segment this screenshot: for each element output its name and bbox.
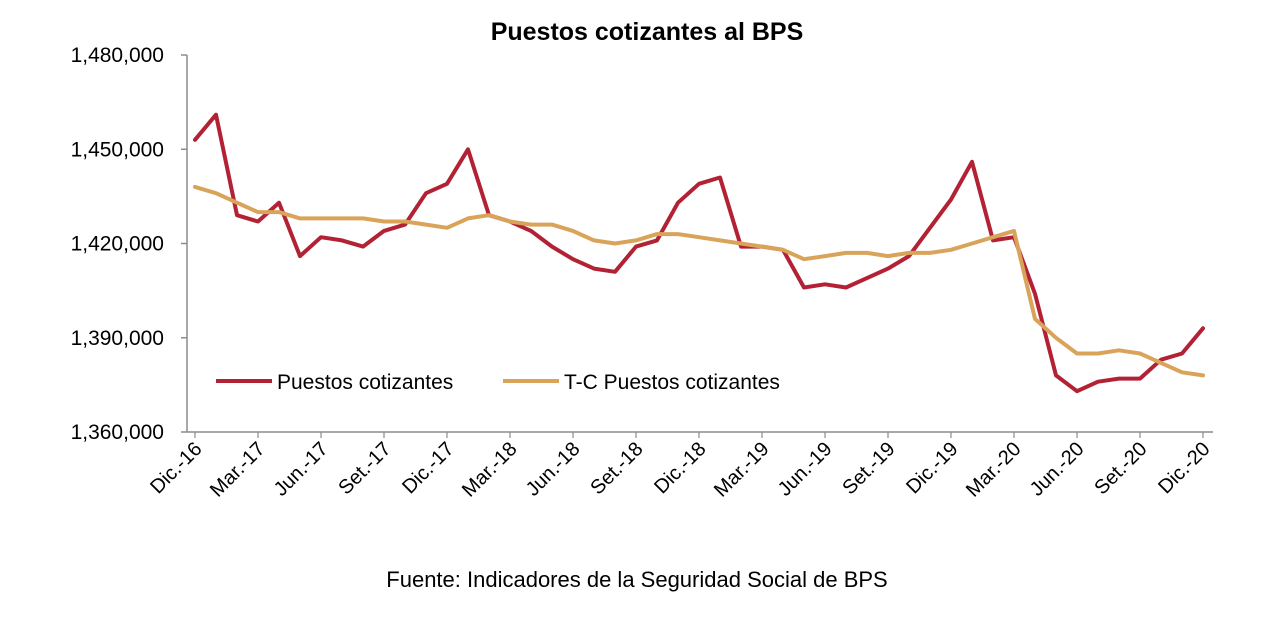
y-tick-label: 1,420,000 — [71, 233, 164, 256]
x-tick-label: Dic.-20 — [1154, 438, 1214, 498]
y-tick-label: 1,360,000 — [71, 421, 164, 444]
x-tick-label: Set.-20 — [1090, 438, 1151, 499]
x-tick-label: Dic.-18 — [650, 438, 710, 498]
x-tick-label: Dic.-19 — [902, 438, 962, 498]
x-tick-label: Set.-17 — [334, 438, 395, 499]
chart-title: Puestos cotizantes al BPS — [491, 18, 804, 46]
x-tick-label: Jun.-20 — [1026, 438, 1089, 501]
x-axis-ticks: Dic.-16 Mar.-17 Jun.-17 Set.-17 Dic.-17 Mar.-… — [146, 432, 1215, 502]
x-tick-label: Mar.-19 — [710, 438, 774, 502]
x-tick-label: Mar.-20 — [962, 438, 1026, 502]
series-line-puestos-cotizantes — [193, 112, 1205, 394]
y-tick-label: 1,480,000 — [71, 44, 164, 67]
x-tick-label: Dic.-17 — [398, 438, 458, 498]
x-tick-label: Jun.-17 — [270, 438, 333, 501]
y-axis-ticks: 1,360,000 1,390,000 1,420,000 1,450,000 1,48… — [71, 44, 187, 444]
x-tick-label: Set.-19 — [838, 438, 899, 499]
legend: Puestos cotizantes T-C Puestos cotizante… — [216, 371, 780, 394]
source-note: Fuente: Indicadores de la Seguridad Soci… — [386, 567, 887, 592]
x-tick-label: Set.-18 — [586, 438, 647, 499]
series-line-tc-puestos-cotizantes — [193, 184, 1205, 378]
x-tick-label: Dic.-16 — [146, 438, 206, 498]
legend-label-tc-puestos-cotizantes: T-C Puestos cotizantes — [564, 371, 780, 394]
y-tick-label: 1,390,000 — [71, 327, 164, 350]
x-tick-label: Mar.-18 — [458, 438, 522, 502]
x-tick-label: Mar.-17 — [206, 438, 270, 502]
series-lines — [193, 112, 1205, 394]
x-tick-label: Jun.-19 — [774, 438, 837, 501]
y-tick-label: 1,450,000 — [71, 138, 164, 161]
x-tick-label: Jun.-18 — [522, 438, 585, 501]
legend-label-puestos-cotizantes: Puestos cotizantes — [277, 371, 453, 394]
